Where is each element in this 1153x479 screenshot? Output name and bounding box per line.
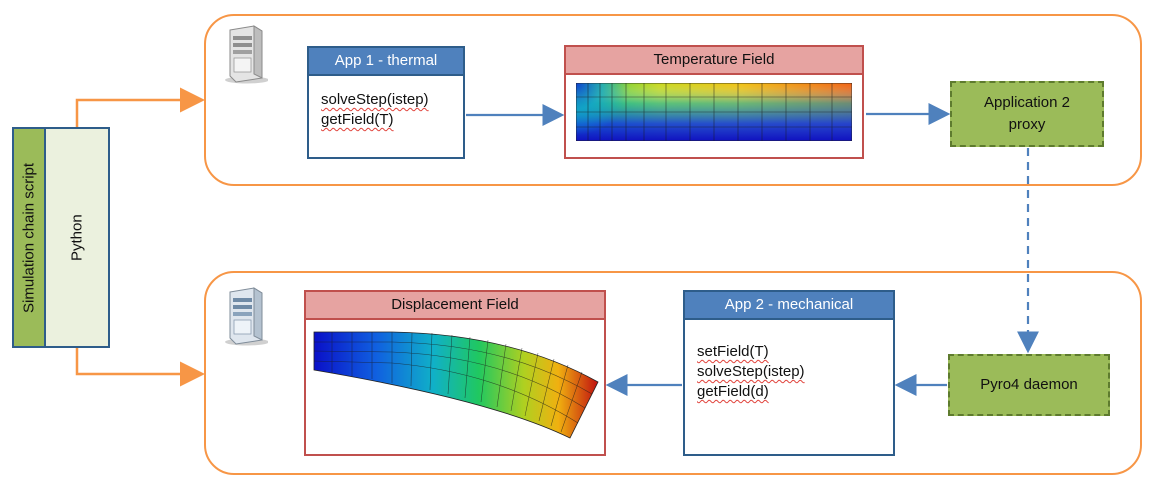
proxy-label-line2: proxy — [1008, 116, 1046, 133]
app1-box: App 1 - thermal solveStep(istep) getFiel… — [307, 46, 465, 159]
temperature-field-box: Temperature Field — [564, 45, 864, 159]
script-label: Simulation chain script — [20, 162, 38, 313]
app2-method: getField(d) — [697, 383, 769, 400]
displacement-field-plot — [312, 330, 602, 442]
app2-title: App 2 - mechanical — [685, 292, 893, 320]
app2-method: solveStep(istep) — [697, 363, 805, 380]
app1-method: getField(T) — [321, 111, 394, 128]
temperature-field-plot — [576, 83, 852, 141]
application2-proxy: Application 2 proxy — [950, 81, 1104, 147]
script-to-top-node-arrow — [75, 87, 205, 127]
script-language: Python — [68, 214, 86, 261]
script-language-panel: Python — [44, 127, 110, 348]
temperature-field-title: Temperature Field — [566, 47, 862, 75]
server-icon — [222, 286, 268, 346]
app1-title: App 1 - thermal — [309, 48, 463, 76]
app2-box: App 2 - mechanical setField(T) solveStep… — [683, 290, 895, 456]
daemon-label: Pyro4 daemon — [980, 376, 1078, 393]
server-icon — [222, 24, 268, 84]
app2-method: setField(T) — [697, 343, 769, 360]
proxy-label-line1: Application 2 — [984, 94, 1070, 111]
displacement-field-box: Displacement Field — [304, 290, 606, 456]
pyro4-daemon: Pyro4 daemon — [948, 354, 1110, 416]
displacement-field-title: Displacement Field — [306, 292, 604, 320]
script-label-bar: Simulation chain script — [12, 127, 46, 348]
app1-method: solveStep(istep) — [321, 91, 429, 108]
script-to-bottom-node-arrow — [75, 348, 205, 387]
